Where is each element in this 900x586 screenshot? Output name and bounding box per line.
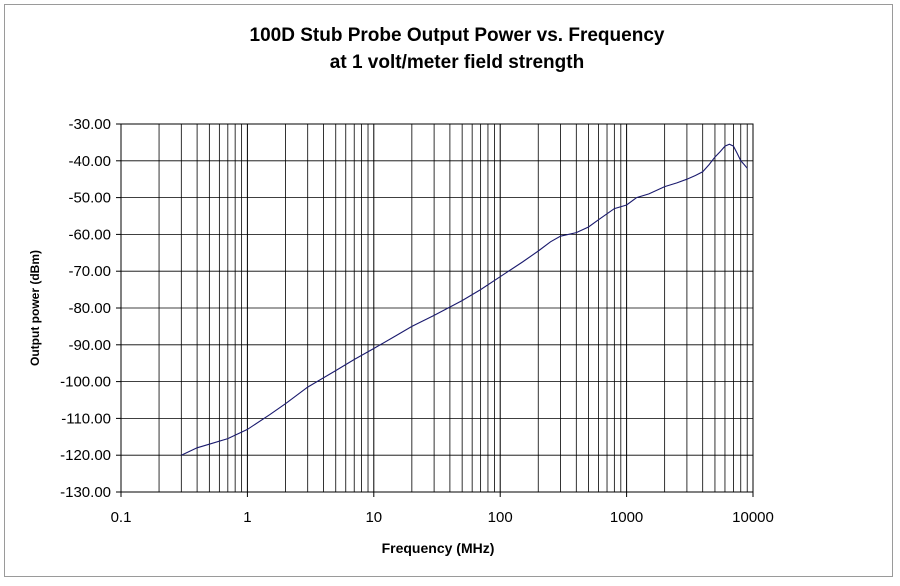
plot-area (120, 123, 754, 493)
x-tick-label: 10000 (732, 509, 774, 526)
y-tick-label: -80.00 (68, 300, 111, 317)
series-line (181, 143, 748, 456)
y-tick-label: -30.00 (68, 116, 111, 133)
x-tick-label: 1 (243, 509, 251, 526)
y-tick-label: -50.00 (68, 190, 111, 207)
y-tick-label: -40.00 (68, 153, 111, 170)
x-axis-title: Frequency (MHz) (382, 540, 495, 556)
chart-subtitle: at 1 volt/meter field strength (330, 52, 584, 73)
y-tick-label: -120.00 (60, 447, 111, 464)
x-tick-label: 0.1 (111, 509, 132, 526)
y-tick-labels: -30.00 -40.00 -50.00 -60.00 -70.00 -80.00 -90.… (60, 116, 111, 501)
y-tick-label: -110.00 (61, 410, 111, 427)
chart-frame (4, 4, 893, 577)
y-tick-label: -70.00 (68, 263, 111, 280)
x-tick-label: 1000 (610, 509, 643, 526)
y-axis-title: Output power (dBm) (28, 250, 42, 366)
chart-title: 100D Stub Probe Output Power vs. Frequen… (250, 25, 665, 46)
y-tick-label: -60.00 (68, 226, 111, 243)
x-tick-labels: 0.1 1 10 100 1000 10000 (111, 509, 774, 526)
y-tick-label: -130.00 (60, 484, 111, 501)
y-tick-label: -100.00 (60, 374, 111, 391)
y-tick-label: -90.00 (68, 337, 111, 354)
x-tick-label: 10 (365, 509, 382, 526)
x-tick-label: 100 (488, 509, 513, 526)
